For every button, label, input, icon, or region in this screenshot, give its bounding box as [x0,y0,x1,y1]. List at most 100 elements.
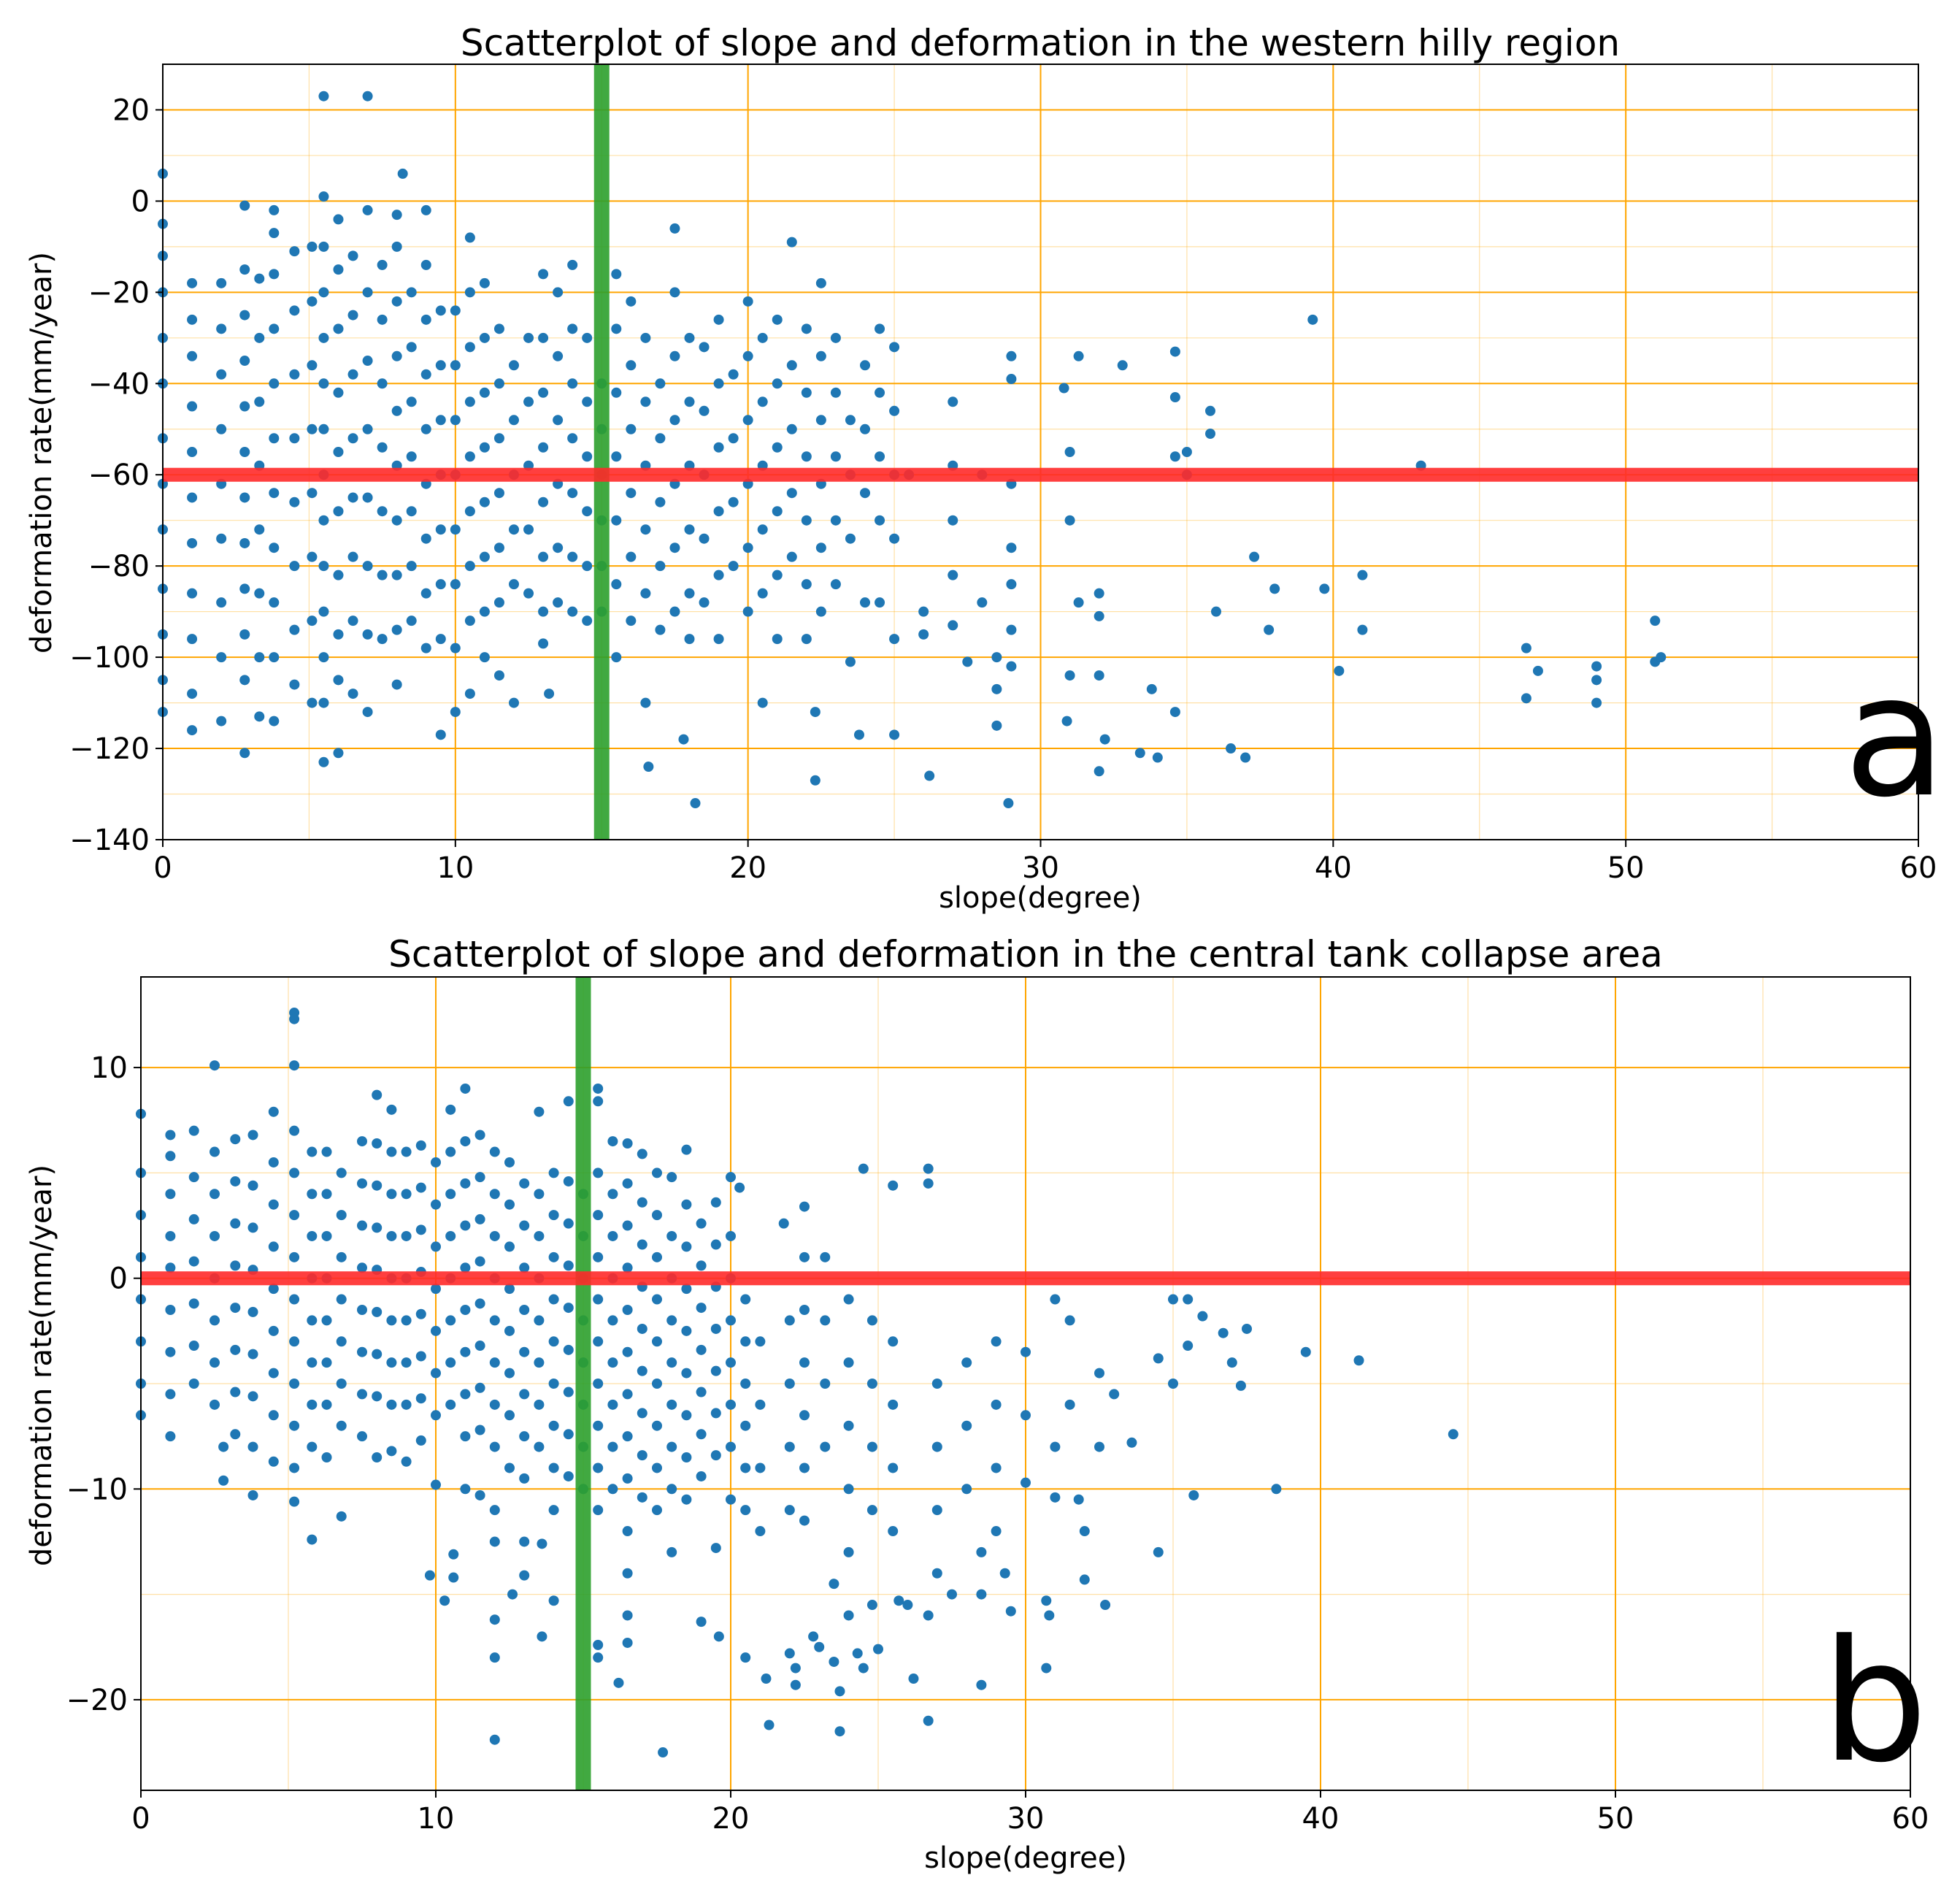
data-point [563,1176,574,1186]
data-point [406,561,417,572]
data-point [669,287,680,298]
data-point [593,1336,604,1347]
data-point [464,232,475,243]
x-tick-label: 20 [712,1802,750,1836]
data-point [289,1462,300,1473]
data-point [991,652,1002,663]
data-point [165,1130,176,1140]
data-point [669,606,680,617]
data-point [247,1441,258,1452]
data-point [1521,693,1532,704]
data-point [289,1496,300,1507]
data-point [254,588,265,599]
x-tick-label: 0 [131,1802,150,1836]
data-point [523,332,534,343]
data-point [815,606,826,617]
data-point [519,1220,530,1231]
data-point [420,423,431,434]
data-point [460,1220,471,1231]
data-point [406,287,417,298]
data-point [728,369,739,380]
data-point [553,350,564,361]
data-point [386,1357,397,1368]
data-point [801,579,812,590]
data-point [239,583,250,594]
data-point [479,496,490,507]
data-point [386,1146,397,1157]
data-point [772,442,783,453]
data-point [637,1323,647,1334]
data-point [230,1344,241,1355]
data-point [948,396,958,407]
data-point [1264,624,1275,635]
data-point [357,1431,367,1442]
data-point [347,616,358,626]
data-point [1591,697,1602,708]
data-point [655,561,666,572]
data-point [563,1387,574,1398]
data-point [1656,652,1667,663]
data-point [357,1136,367,1147]
data-point [386,1230,397,1241]
data-point [829,1656,839,1667]
data-point [548,1595,559,1606]
data-point [613,1677,624,1688]
data-point [401,1399,412,1410]
data-point [710,1408,721,1419]
data-point [1334,665,1345,676]
data-point [1061,716,1072,726]
data-point [289,305,300,316]
data-point [582,616,593,626]
data-point [1006,661,1017,672]
data-point [622,1473,633,1484]
x-tick-label: 10 [418,1802,455,1836]
data-point [593,1462,604,1473]
y-tick-label: −10 [66,1473,128,1506]
data-point [843,1420,854,1431]
data-point [1152,752,1163,763]
data-point [210,1146,220,1157]
data-point [669,350,680,361]
data-point [563,1218,574,1229]
data-point [902,1600,913,1611]
data-point [357,1389,367,1400]
data-point [333,629,344,640]
data-point [460,1262,471,1273]
data-point [450,360,461,371]
data-point [918,629,929,640]
data-point [210,1315,220,1326]
data-point [216,323,227,334]
data-point [1188,1489,1199,1500]
data-point [1249,551,1260,562]
data-point [866,1600,877,1611]
data-point [626,551,637,562]
data-point [218,1441,229,1452]
data-point [681,1144,692,1155]
data-point [431,1368,441,1379]
data-point [1169,451,1180,462]
data-point [607,1357,618,1368]
data-point [815,415,826,426]
data-point [509,360,519,371]
data-point [1181,447,1192,457]
data-point [474,1172,485,1183]
data-point [923,1178,934,1189]
data-point [548,1420,559,1431]
data-point [269,488,280,499]
data-point [908,1673,919,1684]
x-tick-label: 50 [1597,1802,1634,1836]
data-point [431,1241,441,1252]
data-point [924,770,935,781]
data-point [336,1511,347,1522]
data-point [307,1230,318,1241]
data-point [607,1484,618,1495]
data-point [289,1060,300,1071]
data-point [999,1568,1010,1579]
data-point [336,1210,347,1221]
data-point [489,1441,500,1452]
data-point [866,1441,877,1452]
x-tick-label: 40 [1315,851,1352,885]
data-point [307,241,318,252]
data-point [755,1526,766,1537]
data-point [333,506,344,517]
